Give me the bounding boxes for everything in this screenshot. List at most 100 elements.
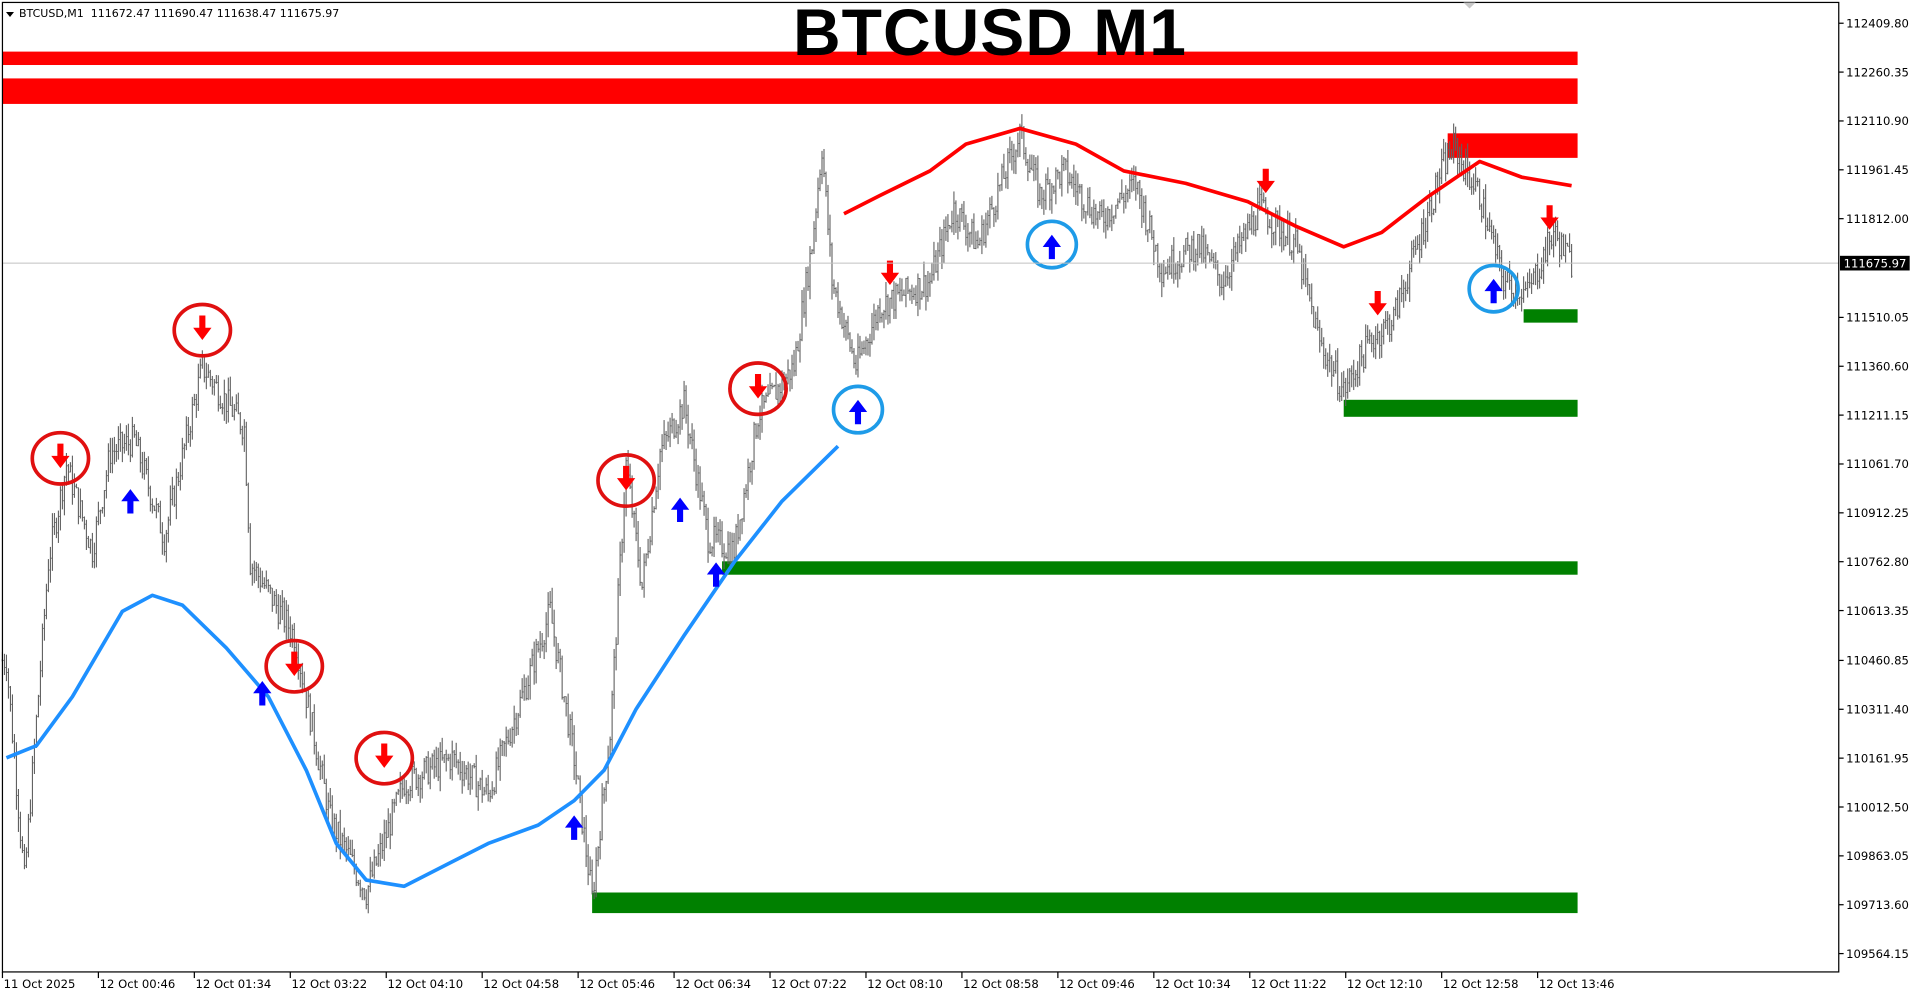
dropdown-triangle-icon[interactable] — [6, 11, 14, 17]
candle — [165, 529, 168, 563]
time-axis[interactable]: 11 Oct 2025 12 Oct 00:46 12 Oct 01:34 12 Oc… — [1, 971, 1615, 991]
candle — [1450, 149, 1453, 160]
candle — [681, 404, 684, 430]
candle — [639, 547, 642, 586]
svg-text:12 Oct 01:34: 12 Oct 01:34 — [196, 977, 272, 991]
candle — [509, 728, 512, 746]
candle — [1220, 274, 1223, 296]
svg-text:12 Oct 11:22: 12 Oct 11:22 — [1251, 977, 1327, 991]
candle — [503, 741, 506, 757]
candle — [1442, 138, 1445, 162]
candle — [207, 364, 210, 378]
scroll-marker-icon[interactable] — [1463, 2, 1476, 9]
candle — [69, 462, 72, 473]
candle — [747, 458, 750, 501]
candle — [952, 191, 955, 235]
candle — [1228, 272, 1231, 289]
candle — [1532, 268, 1535, 285]
candle — [731, 532, 734, 565]
candle — [1038, 183, 1041, 206]
price-tick: 110912.25 — [1838, 506, 1909, 520]
buy-arrow-icon — [121, 489, 140, 514]
candle — [860, 341, 863, 356]
candle — [513, 705, 516, 744]
candle — [519, 689, 522, 718]
candle — [125, 425, 128, 451]
candle — [839, 300, 841, 325]
candle — [872, 303, 875, 341]
candle — [261, 570, 264, 588]
candle — [1144, 195, 1147, 236]
candle — [1558, 231, 1561, 268]
candle — [501, 740, 504, 757]
candle — [902, 289, 905, 296]
candle — [1138, 180, 1141, 210]
candle — [41, 623, 44, 678]
svg-text:12 Oct 12:10: 12 Oct 12:10 — [1347, 977, 1423, 991]
candle — [523, 674, 526, 701]
candle — [323, 754, 326, 784]
candle — [311, 712, 314, 732]
candle — [924, 274, 927, 311]
svg-text:112409.80: 112409.80 — [1846, 17, 1909, 31]
candle — [1054, 167, 1057, 205]
price-axis[interactable]: 112409.80 112260.35 112110.90 111961.45 1118… — [1838, 17, 1909, 961]
buy-arrow-icon — [831, 384, 885, 435]
candle — [1292, 233, 1295, 264]
candle — [994, 205, 997, 223]
candle — [367, 885, 370, 914]
candle — [83, 516, 86, 530]
candle — [1308, 284, 1311, 302]
candle — [1256, 187, 1259, 231]
current-price-text: 111675.97 — [1844, 256, 1907, 270]
red-moving-average-line — [843, 126, 1572, 249]
candle — [1392, 306, 1395, 331]
candle — [599, 830, 602, 860]
candle — [491, 781, 494, 799]
sell-arrow-icon — [172, 302, 233, 358]
candle — [1320, 327, 1323, 347]
candle — [743, 488, 746, 522]
candle — [1562, 233, 1565, 257]
candle — [1248, 213, 1251, 231]
candle — [471, 765, 474, 790]
candle — [1064, 158, 1067, 171]
candle — [225, 393, 228, 424]
candle — [621, 538, 624, 563]
candle — [1492, 225, 1495, 244]
candle — [1546, 227, 1549, 267]
resistance-zone — [1447, 133, 1578, 158]
candle — [1400, 275, 1403, 303]
candle — [1478, 178, 1481, 210]
candle — [49, 546, 52, 583]
signals-layer — [30, 168, 1559, 840]
price-tick: 111211.15 — [1838, 408, 1909, 422]
candle — [1420, 218, 1423, 258]
candle — [1106, 206, 1109, 231]
candle — [1140, 188, 1143, 228]
candle — [1430, 195, 1433, 223]
candle — [1036, 155, 1039, 208]
candle — [795, 341, 797, 377]
candle — [727, 531, 730, 565]
candle — [31, 755, 34, 817]
candle — [533, 641, 536, 685]
candle — [635, 507, 638, 542]
candle — [669, 417, 672, 448]
chart-title: BTCUSD M1 — [792, 0, 1187, 69]
candle — [982, 219, 985, 246]
time-tick: 12 Oct 13:46 — [1536, 971, 1615, 991]
candle — [1406, 273, 1409, 295]
candle — [151, 498, 154, 514]
candle — [823, 148, 825, 178]
candle — [547, 592, 550, 638]
candle — [1314, 311, 1317, 329]
candle — [409, 785, 412, 802]
candle — [1394, 297, 1397, 317]
candle — [211, 375, 214, 395]
svg-text:109713.60: 109713.60 — [1846, 898, 1909, 912]
candle — [1002, 153, 1005, 179]
candle — [835, 287, 837, 298]
time-tick: 12 Oct 00:46 — [97, 971, 175, 991]
